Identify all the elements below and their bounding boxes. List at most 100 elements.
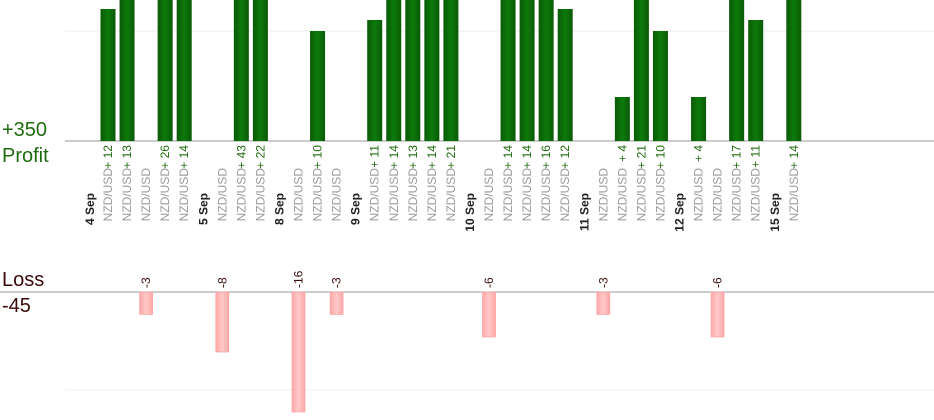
pair-label: NZD/USD (634, 168, 648, 222)
profit-bar (614, 97, 630, 141)
profit-value-label: + 14 (425, 145, 439, 169)
profit-bar (386, 0, 402, 141)
date-label: 15 Sep (768, 193, 782, 232)
loss-bar (291, 291, 306, 413)
pair-label: NZD/USD (425, 168, 439, 222)
profit-value-label: + 4 (692, 145, 706, 162)
profit-bar (633, 0, 649, 141)
pair-label: NZD/USD (749, 168, 763, 222)
profit-value-label: + 22 (253, 145, 267, 169)
pair-label: NZD/USD (558, 168, 572, 222)
pair-label: NZD/USD (596, 168, 610, 222)
profit-value-label: + 13 (406, 145, 420, 169)
pair-label: NZD/USD (120, 168, 134, 222)
profit-value-label: + 14 (787, 145, 801, 169)
profit-bar (538, 0, 554, 141)
profit-bar (652, 31, 668, 141)
pair-label: NZD/USD (653, 168, 667, 222)
loss-bar (215, 291, 230, 353)
date-label: 5 Sep (196, 193, 210, 225)
loss-bar (596, 291, 611, 315)
pair-label: NZD/USD (711, 168, 725, 222)
loss-value-label: -6 (482, 277, 496, 288)
loss-label: Loss (2, 269, 45, 291)
profit-bar (786, 0, 802, 141)
profit-value-label: + 11 (749, 145, 763, 168)
pair-label: NZD/USD (234, 168, 248, 222)
profit-bar (405, 0, 421, 141)
loss-bar (139, 291, 153, 315)
pair-label: NZD/USD (482, 168, 496, 222)
profit-bar (443, 0, 459, 141)
loss-bar (482, 291, 496, 338)
loss-value-label: -3 (139, 277, 153, 288)
profit-value-label: + 14 (177, 145, 191, 169)
profit-bar (500, 0, 516, 141)
profit-value-label: + 12 (101, 145, 115, 169)
profit-bar (233, 0, 249, 141)
pair-label: NZD/USD (520, 168, 534, 222)
pair-label: NZD/USD (292, 168, 306, 222)
pair-label: NZD/USD (406, 168, 420, 222)
pair-label: NZD/USD (101, 168, 115, 222)
profit-value-label: + 16 (539, 145, 553, 169)
profit-value-label: + 10 (653, 145, 667, 169)
date-label: 11 Sep (577, 193, 591, 231)
profit-total: +350 (2, 119, 48, 141)
date-label: 12 Sep (673, 193, 687, 232)
profit-bar (424, 0, 440, 141)
pair-label: NZD/USD (501, 168, 515, 222)
loss-bar (329, 291, 344, 315)
bars-layer (100, 0, 802, 413)
profit-bar (310, 31, 326, 141)
date-label: 8 Sep (272, 193, 286, 225)
profit-bar (157, 0, 173, 141)
loss-value-label: -16 (292, 270, 306, 288)
profit-bar (119, 0, 135, 141)
pair-label: NZD/USD (730, 168, 744, 222)
pair-label: NZD/USD (387, 168, 401, 222)
profit-bar (729, 0, 745, 141)
profit-bar (176, 0, 192, 141)
pair-label: NZD/USD (692, 168, 706, 222)
loss-value-label: -3 (330, 277, 344, 288)
loss-value-label: -8 (215, 277, 229, 288)
profit-value-label: + 4 (615, 145, 629, 162)
pair-label: NZD/USD (330, 168, 344, 222)
pair-label: NZD/USD (368, 168, 382, 222)
profit-bar (252, 0, 268, 141)
profit-value-label: + 26 (158, 145, 172, 169)
profit-value-label: + 17 (730, 145, 744, 169)
loss-value-label: -3 (596, 277, 610, 288)
loss-total: -45 (2, 295, 31, 317)
pair-label: NZD/USD (539, 168, 553, 222)
profit-bar (367, 20, 383, 141)
pair-label: NZD/USD (615, 168, 629, 222)
profit-value-label: + 14 (387, 145, 401, 169)
profit-label: Profit (2, 145, 49, 167)
date-label: 9 Sep (349, 193, 363, 225)
pair-label: NZD/USD (787, 168, 801, 222)
pair-label: NZD/USD (253, 168, 267, 222)
profit-value-label: + 21 (444, 145, 458, 169)
profit-value-label: + 10 (311, 145, 325, 169)
profit-value-label: + 43 (234, 145, 248, 169)
profit-bar (100, 9, 116, 141)
profit-value-label: + 14 (520, 145, 534, 169)
profit-value-label: + 14 (501, 145, 515, 169)
loss-value-label: -6 (711, 277, 725, 288)
profit-bar (691, 97, 707, 141)
profit-value-label: + 21 (634, 145, 648, 169)
profit-bar (519, 0, 535, 141)
profit-value-label: + 11 (368, 145, 382, 168)
pair-label: NZD/USD (444, 168, 458, 222)
profit-bar (748, 20, 764, 141)
loss-bar (710, 291, 725, 338)
profit-bar (557, 9, 573, 141)
pair-label: NZD/USD (139, 168, 153, 222)
date-label: 10 Sep (463, 193, 477, 232)
pair-label: NZD/USD (311, 168, 325, 222)
pair-label: NZD/USD (177, 168, 191, 222)
profit-value-label: + 12 (558, 145, 572, 169)
